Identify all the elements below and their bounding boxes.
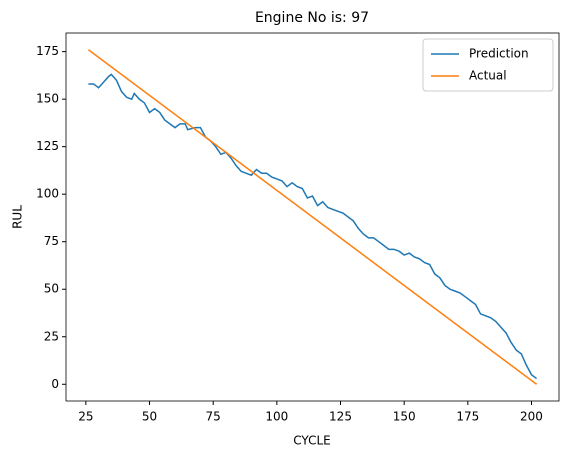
y-tick-label: 150 bbox=[36, 92, 59, 106]
y-tick-label: 0 bbox=[51, 377, 59, 391]
legend-box bbox=[422, 38, 554, 92]
x-tick-label: 100 bbox=[265, 410, 288, 424]
y-tick-label: 75 bbox=[44, 234, 59, 248]
x-tick-label: 150 bbox=[393, 410, 416, 424]
x-tick-label: 50 bbox=[142, 410, 157, 424]
y-tick-label: 175 bbox=[36, 44, 59, 58]
y-tick-label: 25 bbox=[44, 329, 59, 343]
x-tick-label: 200 bbox=[520, 410, 543, 424]
series-line bbox=[87, 49, 538, 385]
x-tick-label: 75 bbox=[206, 410, 221, 424]
x-tick-label: 175 bbox=[456, 410, 479, 424]
y-tick-label: 125 bbox=[36, 139, 59, 153]
chart-title: Engine No is: 97 bbox=[255, 10, 369, 26]
plot-frame bbox=[65, 32, 560, 402]
x-tick-label: 125 bbox=[329, 410, 352, 424]
legend-label: Actual bbox=[469, 69, 507, 83]
x-axis-label: CYCLE bbox=[293, 434, 331, 448]
y-tick-label: 50 bbox=[44, 282, 59, 296]
series-line bbox=[88, 73, 538, 380]
legend-label: Prediction bbox=[469, 47, 529, 61]
y-tick-label: 100 bbox=[36, 187, 59, 201]
y-axis-label: RUL bbox=[11, 205, 25, 229]
x-tick-label: 25 bbox=[78, 410, 93, 424]
